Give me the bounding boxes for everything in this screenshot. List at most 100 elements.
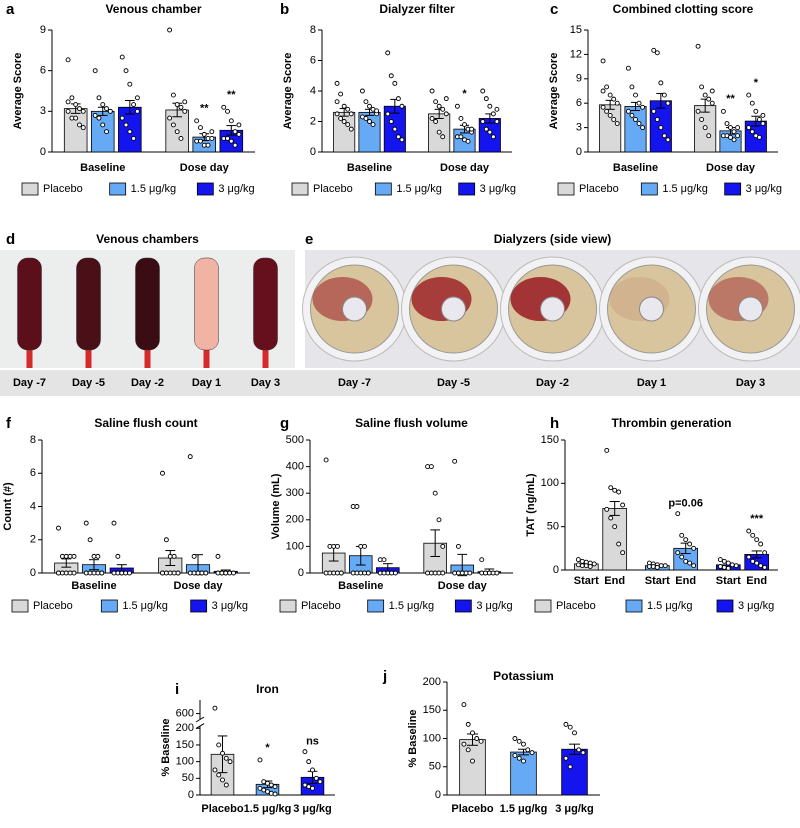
data-point xyxy=(220,750,225,756)
data-point xyxy=(679,532,685,538)
data-point xyxy=(83,520,89,526)
data-point xyxy=(100,122,106,128)
tube-line xyxy=(85,345,92,368)
data-point xyxy=(754,537,760,543)
data-point xyxy=(317,779,323,785)
data-point xyxy=(374,108,380,114)
data-point xyxy=(341,119,347,124)
data-point xyxy=(525,747,531,753)
legend-label: 1.5 μg/kg xyxy=(389,600,434,612)
image-title: Dialyzers (side view) xyxy=(494,232,611,246)
error-bar xyxy=(89,559,99,571)
y-tick-label: 400 xyxy=(286,461,304,473)
data-point xyxy=(611,96,617,102)
legend-swatch xyxy=(279,599,297,613)
x-tick-label: End xyxy=(675,575,696,587)
y-tick-label: 0 xyxy=(298,567,304,579)
data-point xyxy=(306,759,312,765)
data-point xyxy=(616,489,622,495)
data-point xyxy=(215,553,221,559)
legend-label: 1.5 μg/kg xyxy=(396,183,441,195)
data-point xyxy=(487,103,493,109)
data-point xyxy=(334,111,340,117)
data-point xyxy=(199,570,205,576)
data-point xyxy=(483,126,489,132)
chart-title: Combined clotting score xyxy=(613,2,754,16)
data-point xyxy=(170,92,176,98)
data-point xyxy=(175,570,181,576)
dialyzer-port xyxy=(738,296,763,322)
data-point xyxy=(191,570,197,576)
x-tick-label: Baseline xyxy=(80,162,125,174)
image-caption: Day -7 xyxy=(338,377,371,389)
data-point xyxy=(721,564,727,570)
data-point xyxy=(580,750,586,756)
significance-label: ** xyxy=(200,103,209,115)
data-point xyxy=(633,92,638,98)
data-point xyxy=(440,543,446,549)
legend-label: Placebo xyxy=(301,600,341,612)
data-point xyxy=(728,134,733,140)
y-tick-label: 3 xyxy=(576,122,582,134)
data-point xyxy=(359,88,365,94)
tube-line xyxy=(26,345,33,368)
data-point xyxy=(160,470,165,476)
y-tick-label: 100 xyxy=(286,540,304,552)
data-point xyxy=(363,99,369,105)
data-point xyxy=(354,504,360,509)
data-point xyxy=(662,563,668,569)
data-point xyxy=(73,102,79,108)
image-caption: Day -2 xyxy=(536,377,569,389)
legend-label: 3 μg/kg xyxy=(212,600,248,612)
data-point xyxy=(604,506,610,512)
data-point xyxy=(683,558,689,564)
data-point xyxy=(91,570,97,576)
data-point xyxy=(760,112,766,118)
y-tick-label: 200 xyxy=(176,722,194,734)
data-point xyxy=(302,749,308,755)
venous-chamber xyxy=(135,257,160,351)
data-point xyxy=(661,92,667,98)
y-tick-label: 0 xyxy=(30,567,36,579)
data-point xyxy=(675,550,681,556)
data-point xyxy=(335,543,340,549)
data-point xyxy=(232,142,238,148)
data-point xyxy=(167,553,173,559)
data-point xyxy=(216,772,222,778)
data-point xyxy=(212,767,218,773)
data-point xyxy=(749,129,755,135)
data-point xyxy=(651,108,657,114)
data-point xyxy=(654,117,660,122)
legend-label: 1.5 μg/kg xyxy=(122,600,167,612)
data-point xyxy=(96,115,102,121)
data-point xyxy=(728,125,733,131)
panel-letter: g xyxy=(280,415,289,432)
data-point xyxy=(95,553,101,559)
data-point xyxy=(67,570,73,576)
data-point xyxy=(436,129,442,135)
y-tick-label: 50 xyxy=(182,772,194,784)
data-point xyxy=(629,84,635,90)
data-point xyxy=(636,121,642,126)
x-tick-label: 3 μg/kg xyxy=(293,803,332,815)
data-point xyxy=(399,103,405,109)
data-point xyxy=(750,558,756,564)
image-title: Venous chambers xyxy=(96,232,199,246)
data-point xyxy=(607,92,613,98)
y-tick-label: 3 xyxy=(40,105,46,117)
data-point xyxy=(65,99,71,105)
data-point xyxy=(753,108,759,114)
data-point xyxy=(735,133,741,139)
y-tick-label: 200 xyxy=(423,676,441,688)
data-point xyxy=(395,134,401,140)
data-point xyxy=(563,755,569,761)
y-tick-label: 6 xyxy=(310,54,316,66)
y-tick-label: 0 xyxy=(576,146,582,158)
data-point xyxy=(228,138,234,144)
data-point xyxy=(123,570,129,576)
y-tick-label: 50 xyxy=(547,521,559,533)
data-point xyxy=(691,545,697,551)
legend-swatch xyxy=(21,182,39,196)
chart-title: Saline flush volume xyxy=(355,416,468,430)
panel-letter: h xyxy=(550,415,559,432)
